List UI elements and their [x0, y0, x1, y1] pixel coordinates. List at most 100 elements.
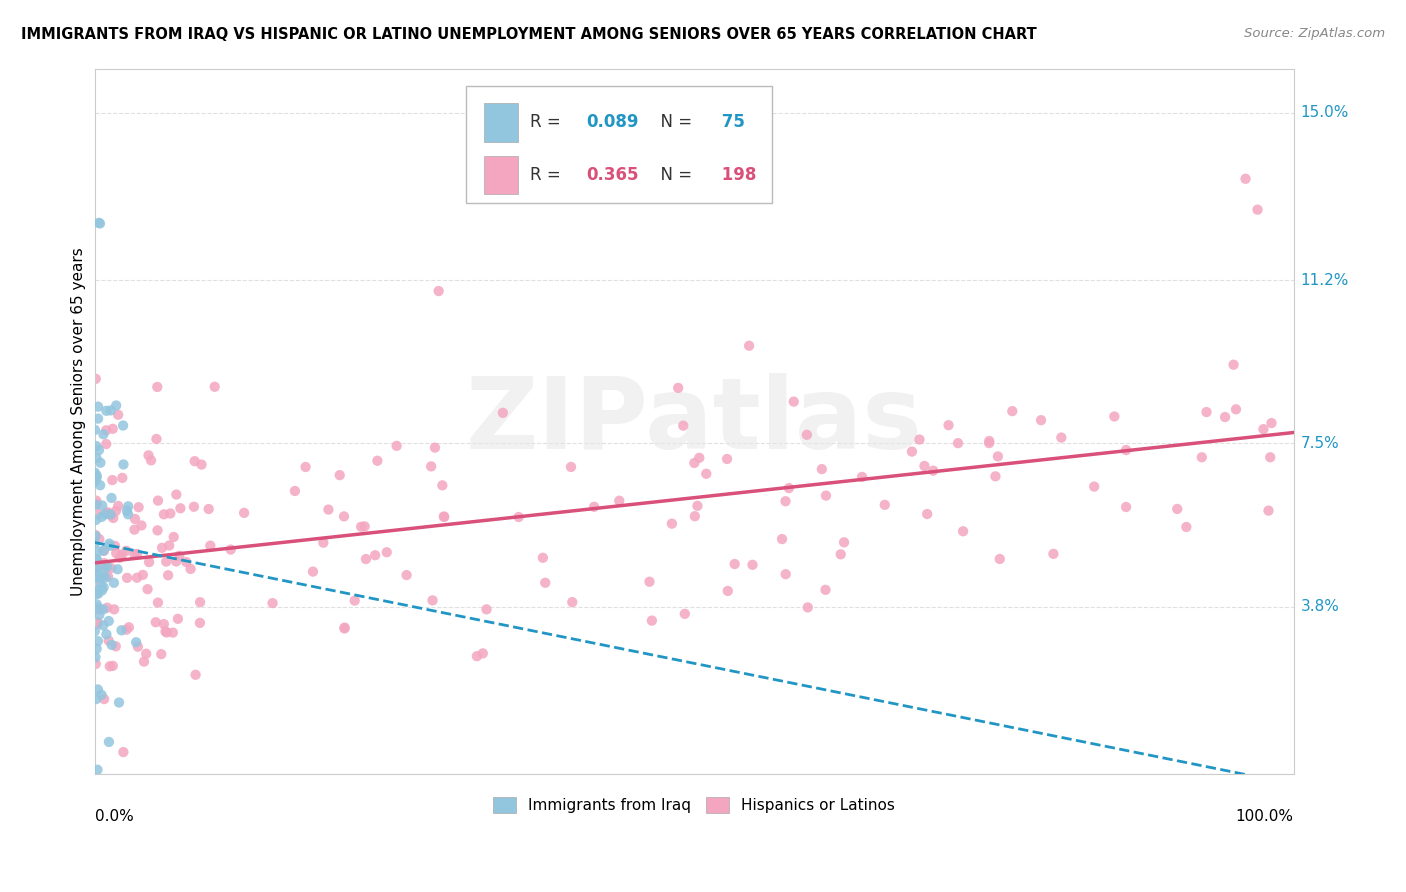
- Point: [86, 641, 108, 656]
- Point: [683, 456, 706, 470]
- Point: [724, 557, 747, 571]
- Text: 11.2%: 11.2%: [1301, 273, 1348, 288]
- Point: [775, 494, 797, 508]
- Point: [329, 468, 352, 483]
- Point: [87, 586, 110, 600]
- Point: [873, 498, 896, 512]
- Point: [169, 501, 191, 516]
- Point: [333, 622, 356, 636]
- Point: [108, 696, 131, 710]
- Point: [673, 607, 696, 621]
- Point: [145, 615, 167, 630]
- Point: [778, 481, 800, 495]
- Point: [98, 536, 121, 550]
- Point: [167, 612, 190, 626]
- Point: [814, 489, 837, 503]
- Point: [146, 493, 169, 508]
- Point: [1191, 450, 1213, 465]
- Point: [84, 536, 107, 550]
- Text: N =: N =: [650, 166, 697, 184]
- Point: [87, 400, 110, 414]
- Point: [385, 439, 408, 453]
- Point: [174, 555, 197, 569]
- Point: [1195, 405, 1218, 419]
- Point: [716, 452, 738, 467]
- Point: [465, 649, 488, 664]
- Text: R =: R =: [530, 113, 565, 131]
- Point: [104, 640, 127, 654]
- Point: [84, 551, 107, 566]
- Text: 15.0%: 15.0%: [1301, 105, 1348, 120]
- Point: [1042, 547, 1064, 561]
- Point: [87, 443, 110, 458]
- Point: [138, 555, 160, 569]
- Point: [128, 500, 150, 515]
- Point: [350, 519, 373, 533]
- Point: [987, 450, 1010, 464]
- Point: [163, 530, 186, 544]
- Point: [162, 625, 184, 640]
- Point: [139, 453, 162, 467]
- Point: [103, 511, 125, 525]
- Point: [1246, 202, 1268, 217]
- Point: [1166, 502, 1188, 516]
- Point: [136, 582, 159, 597]
- Point: [124, 523, 146, 537]
- Point: [560, 460, 582, 475]
- Point: [1104, 409, 1126, 424]
- Point: [433, 510, 456, 524]
- Point: [188, 595, 211, 609]
- Point: [115, 623, 138, 637]
- Point: [84, 564, 107, 578]
- Point: [115, 571, 138, 585]
- Point: [661, 516, 683, 531]
- Point: [1175, 520, 1198, 534]
- Point: [686, 499, 709, 513]
- Point: [420, 459, 443, 474]
- Point: [90, 688, 112, 702]
- Point: [86, 493, 108, 508]
- Point: [979, 434, 1001, 448]
- Point: [150, 647, 173, 661]
- Point: [100, 638, 122, 652]
- Point: [98, 659, 121, 673]
- Point: [534, 575, 557, 590]
- Point: [84, 528, 107, 542]
- Point: [87, 634, 110, 648]
- Text: 0.089: 0.089: [586, 113, 638, 131]
- Point: [90, 579, 112, 593]
- Point: [423, 441, 446, 455]
- Point: [115, 504, 138, 518]
- Point: [100, 403, 122, 417]
- Point: [101, 473, 124, 487]
- Point: [475, 602, 498, 616]
- Point: [364, 548, 387, 562]
- Point: [531, 550, 554, 565]
- Point: [797, 600, 820, 615]
- Point: [915, 507, 938, 521]
- Text: 100.0%: 100.0%: [1236, 809, 1294, 824]
- Point: [87, 411, 110, 425]
- Point: [294, 460, 316, 475]
- Point: [90, 509, 112, 524]
- Point: [135, 647, 157, 661]
- Point: [1213, 410, 1236, 425]
- Point: [105, 399, 128, 413]
- Point: [124, 548, 146, 562]
- Point: [366, 454, 388, 468]
- Point: [200, 539, 222, 553]
- Point: [832, 535, 855, 549]
- Point: [284, 483, 307, 498]
- Point: [183, 500, 205, 514]
- Point: [91, 543, 114, 558]
- Point: [87, 600, 110, 615]
- Point: [156, 625, 179, 640]
- Point: [84, 513, 107, 527]
- Point: [908, 433, 931, 447]
- Point: [97, 735, 120, 749]
- Text: 75: 75: [716, 113, 745, 131]
- Point: [683, 509, 706, 524]
- Point: [741, 558, 763, 572]
- Point: [93, 556, 115, 570]
- Point: [204, 380, 226, 394]
